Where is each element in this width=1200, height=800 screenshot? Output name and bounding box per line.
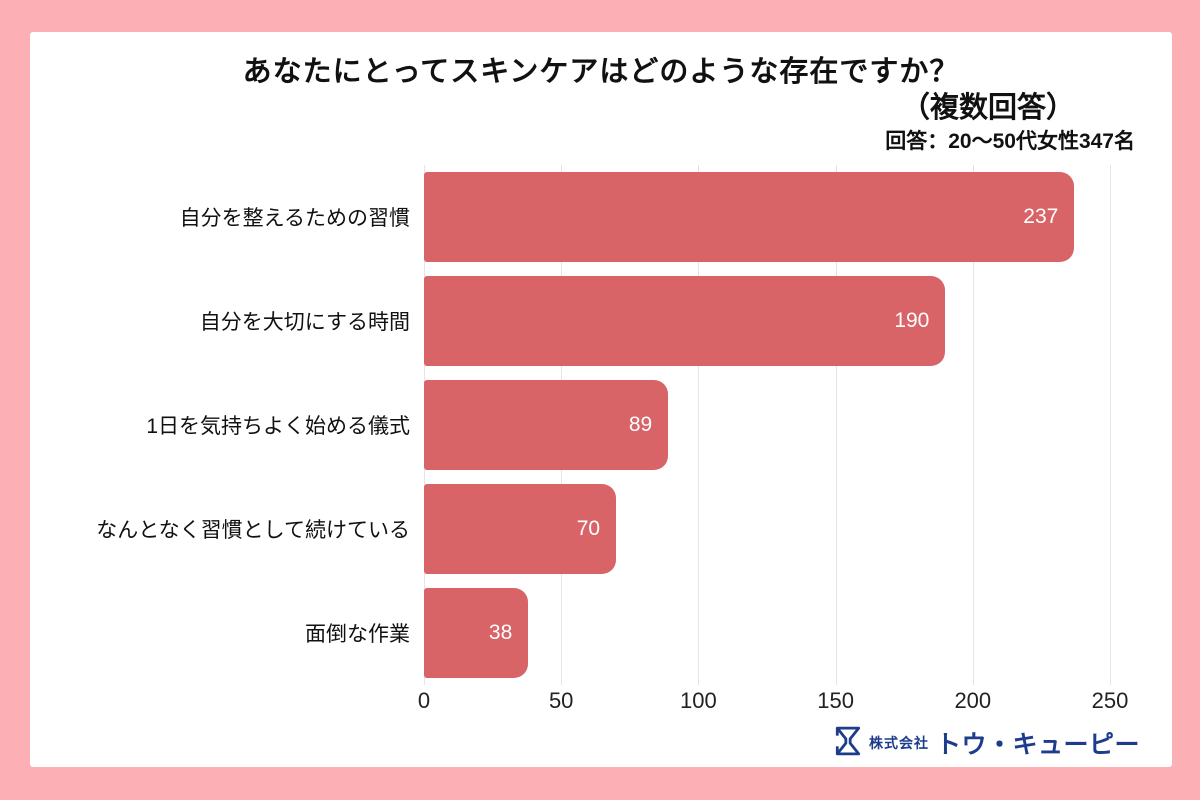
bar-track: 237 — [424, 172, 1110, 263]
bar-value-label: 89 — [628, 413, 653, 437]
chart-row: なんとなく習慣として続けている 70 — [30, 477, 1172, 581]
axis-tick-label: 100 — [680, 688, 717, 714]
axis-tick-label: 250 — [1091, 688, 1129, 714]
bar-value-label: 70 — [576, 517, 601, 541]
chart-row: 面倒な作業 38 — [30, 581, 1172, 685]
bar-track: 89 — [424, 380, 1110, 471]
category-label: 面倒な作業 — [305, 623, 410, 647]
chart-subtitle: （複数回答） — [900, 92, 1075, 125]
bar: 38 — [424, 588, 529, 679]
gridline — [698, 165, 700, 686]
axis-tick-label: 200 — [954, 688, 992, 714]
subtitle-block: （複数回答） 回答：20〜50代女性347名 — [30, 90, 1172, 156]
chart-panel: あなたにとってスキンケアはどのような存在ですか？ （複数回答） 回答：20〜50… — [30, 32, 1172, 767]
bar-chart: 自分を整えるための習慣 237 自分を大切にする時間 190 1日を気持ちよく始める儀式… — [30, 165, 1172, 718]
bar-track: 38 — [424, 588, 1110, 679]
chart-rows: 自分を整えるための習慣 237 自分を大切にする時間 190 1日を気持ちよく始める儀式… — [30, 165, 1172, 686]
chart-row: 自分を整えるための習慣 237 — [30, 165, 1172, 269]
bar-track: 70 — [424, 484, 1110, 575]
company-name: トウ・キューピー — [935, 731, 1140, 759]
category-label: 自分を大切にする時間 — [199, 311, 410, 335]
bar: 190 — [424, 276, 946, 367]
hourglass-logo-icon — [834, 726, 862, 761]
bar-value-label: 190 — [894, 309, 930, 333]
x-axis: 0 50 100 150 200 250 — [418, 688, 1128, 718]
bar: 70 — [424, 484, 617, 575]
respondents-note: 回答：20〜50代女性347名 — [885, 129, 1135, 153]
category-label: 自分を整えるための習慣 — [179, 207, 410, 231]
company-prefix: 株式会社 — [868, 735, 929, 751]
chart-title: あなたにとってスキンケアはどのような存在ですか？ — [242, 56, 960, 88]
gridline — [972, 165, 974, 686]
gridline — [835, 165, 837, 686]
bar-value-label: 237 — [1023, 205, 1059, 229]
bar-track: 190 — [424, 276, 1110, 367]
bar-value-label: 38 — [488, 621, 513, 645]
gridline — [1110, 165, 1111, 686]
bar: 89 — [424, 380, 669, 471]
axis-tick-label: 50 — [548, 688, 574, 714]
chart-row: 自分を大切にする時間 190 — [30, 269, 1172, 373]
category-label: なんとなく習慣として続けている — [96, 519, 410, 543]
category-label: 1日を気持ちよく始める儀式 — [146, 415, 410, 439]
chart-row: 1日を気持ちよく始める儀式 89 — [30, 373, 1172, 477]
axis-tick-label: 150 — [817, 688, 854, 714]
bar: 237 — [424, 172, 1075, 263]
axis-tick-label: 0 — [417, 688, 431, 714]
company-logo: 株式会社 トウ・キューピー — [834, 725, 1140, 761]
